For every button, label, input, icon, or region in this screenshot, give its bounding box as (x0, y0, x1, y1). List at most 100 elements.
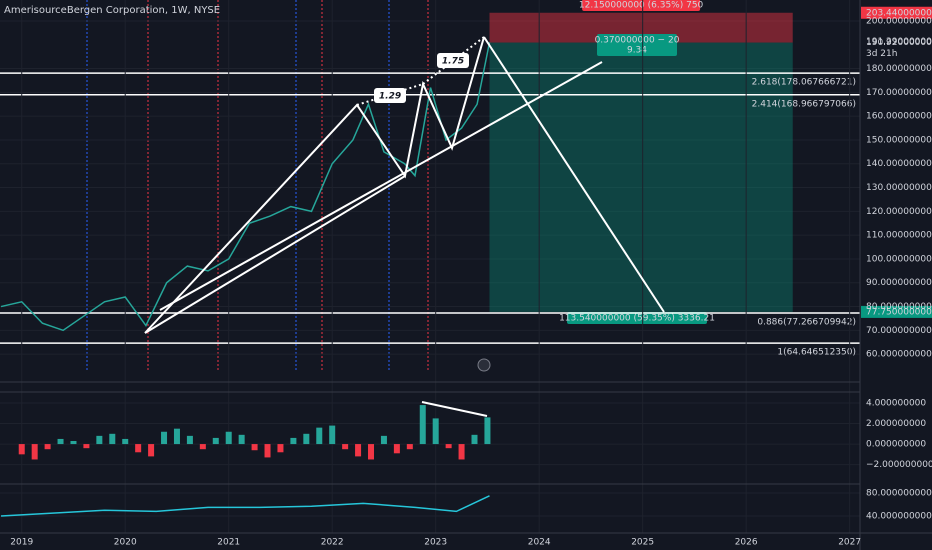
x-tick-label: 2026 (735, 538, 758, 548)
histogram-bar (173, 428, 180, 445)
price-line (0, 495, 490, 517)
histogram-bar (419, 405, 426, 445)
histogram-bar (251, 444, 258, 451)
y-tick-label: 40.000000000 (866, 511, 932, 521)
histogram-bar (225, 431, 232, 445)
stop-label: 12.150000000 (6.35%) 750 (579, 1, 704, 11)
entry-label-box (597, 34, 677, 56)
y-tick-label: 0.000000000 (866, 440, 926, 450)
y-tick-label: 70.000000000 (866, 326, 932, 336)
target-label-box (567, 312, 707, 324)
y-tick-label: 60.000000000 (866, 350, 932, 360)
target-label: 113.540000000 (59.35%) 3336.21 (559, 314, 715, 324)
histogram-bar (122, 438, 129, 445)
histogram-bar (96, 435, 103, 445)
histogram-bar (57, 438, 64, 445)
y-tick-label: 150.000000000 (866, 135, 932, 145)
histogram-bar (264, 444, 271, 458)
histogram-bar (135, 444, 142, 453)
x-tick-label: 2019 (10, 538, 33, 548)
y-tick-label: 4.000000000 (866, 399, 926, 409)
y-tick-label: 180.000000000 (866, 64, 932, 74)
y-tick-label: 130.000000000 (866, 183, 932, 193)
histogram-bar (148, 444, 155, 457)
ratio-line (356, 83, 424, 106)
histogram-bar (355, 444, 362, 457)
histogram-bar (393, 444, 400, 454)
x-tick-label: 2021 (217, 538, 240, 548)
histogram-bar (445, 444, 452, 449)
y-tick-label: 140.000000000 (866, 159, 932, 169)
pattern-line (144, 36, 485, 334)
entry-label: 9.34 (627, 46, 647, 56)
price-tag-label: 190.920000000 (866, 38, 932, 48)
y-tick-label: 90.000000000 (866, 278, 932, 288)
histogram-bar (199, 444, 206, 450)
histogram-bar (406, 444, 413, 450)
y-tick-label: 2.000000000 (866, 419, 926, 429)
y-tick-label: 120.000000000 (866, 207, 932, 217)
price-tag-label: 191.290000000 (866, 37, 932, 47)
histogram-bar (44, 444, 51, 450)
histogram-bar (238, 434, 245, 445)
x-tick-label: 2027 (838, 538, 861, 548)
projection-line (483, 36, 665, 313)
ratio-box (374, 88, 406, 103)
entry-label: 0.370000000 − 20 (595, 36, 680, 46)
histogram-bar (316, 427, 323, 445)
stop-label-box (582, 0, 701, 11)
histogram-bar (368, 444, 375, 460)
histogram-bar (277, 444, 284, 453)
y-tick-label: −2.000000000 (866, 460, 932, 470)
y-tick-label: 80.000000000 (866, 488, 932, 498)
price-tag-label: 77.750000000 (866, 307, 932, 317)
histogram-bar (186, 435, 193, 445)
histogram-bar (471, 434, 478, 445)
target-zone (489, 42, 793, 312)
histogram-bar (303, 433, 310, 445)
histogram-bar (83, 444, 90, 449)
y-tick-label: 80.000000000 (866, 302, 932, 312)
price-tag-label: 203.440000000 (866, 8, 932, 18)
y-tick-label: 160.000000000 (866, 112, 932, 122)
histogram-bar (342, 444, 349, 450)
y-tick-label: 200.000000000 (866, 16, 932, 26)
plot-layer: 12.150000000 (6.35%) 750 0.370000000 − 20… (0, 0, 932, 533)
price-tag (861, 305, 932, 318)
fib-label: 2.618(178.067666721) (752, 78, 856, 88)
histogram-bar (70, 440, 77, 445)
x-tick-label: 2024 (528, 538, 551, 548)
histogram-bar (31, 444, 38, 460)
divergence-line (421, 401, 488, 417)
y-tick-label: 100.000000000 (866, 254, 932, 264)
chart-title: AmerisourceBergen Corporation, 1W, NYSE (4, 5, 220, 16)
histogram-bar (109, 433, 116, 445)
ratio-box (437, 53, 469, 68)
pattern-line (144, 175, 406, 334)
histogram-bar (18, 444, 25, 455)
histogram-bar (484, 417, 491, 445)
y-tick-label: 110.000000000 (866, 231, 932, 241)
countdown: 3d 21h (866, 49, 897, 59)
drawings (144, 36, 665, 417)
x-tick-label: 2020 (114, 538, 137, 548)
histogram-bar (329, 425, 336, 445)
histogram-bar (212, 437, 219, 445)
histogram-bar (432, 418, 439, 445)
fib-label: 2.414(168.966797066) (752, 99, 856, 109)
histogram-bar (290, 437, 297, 445)
histogram-bar (161, 431, 168, 445)
ratio-label: 1.29 (379, 92, 401, 102)
alert-icon[interactable] (477, 358, 491, 372)
price-line (0, 42, 491, 332)
histogram-bar (380, 435, 387, 445)
ratio-label: 1.75 (442, 57, 464, 67)
histogram-bar (458, 444, 465, 460)
fib-label: 0.886(77.266709942) (757, 318, 856, 328)
x-tick-label: 2025 (631, 538, 654, 548)
x-tick-label: 2023 (424, 538, 447, 548)
x-tick-label: 2022 (321, 538, 344, 548)
y-tick-label: 170.000000000 (866, 88, 932, 98)
